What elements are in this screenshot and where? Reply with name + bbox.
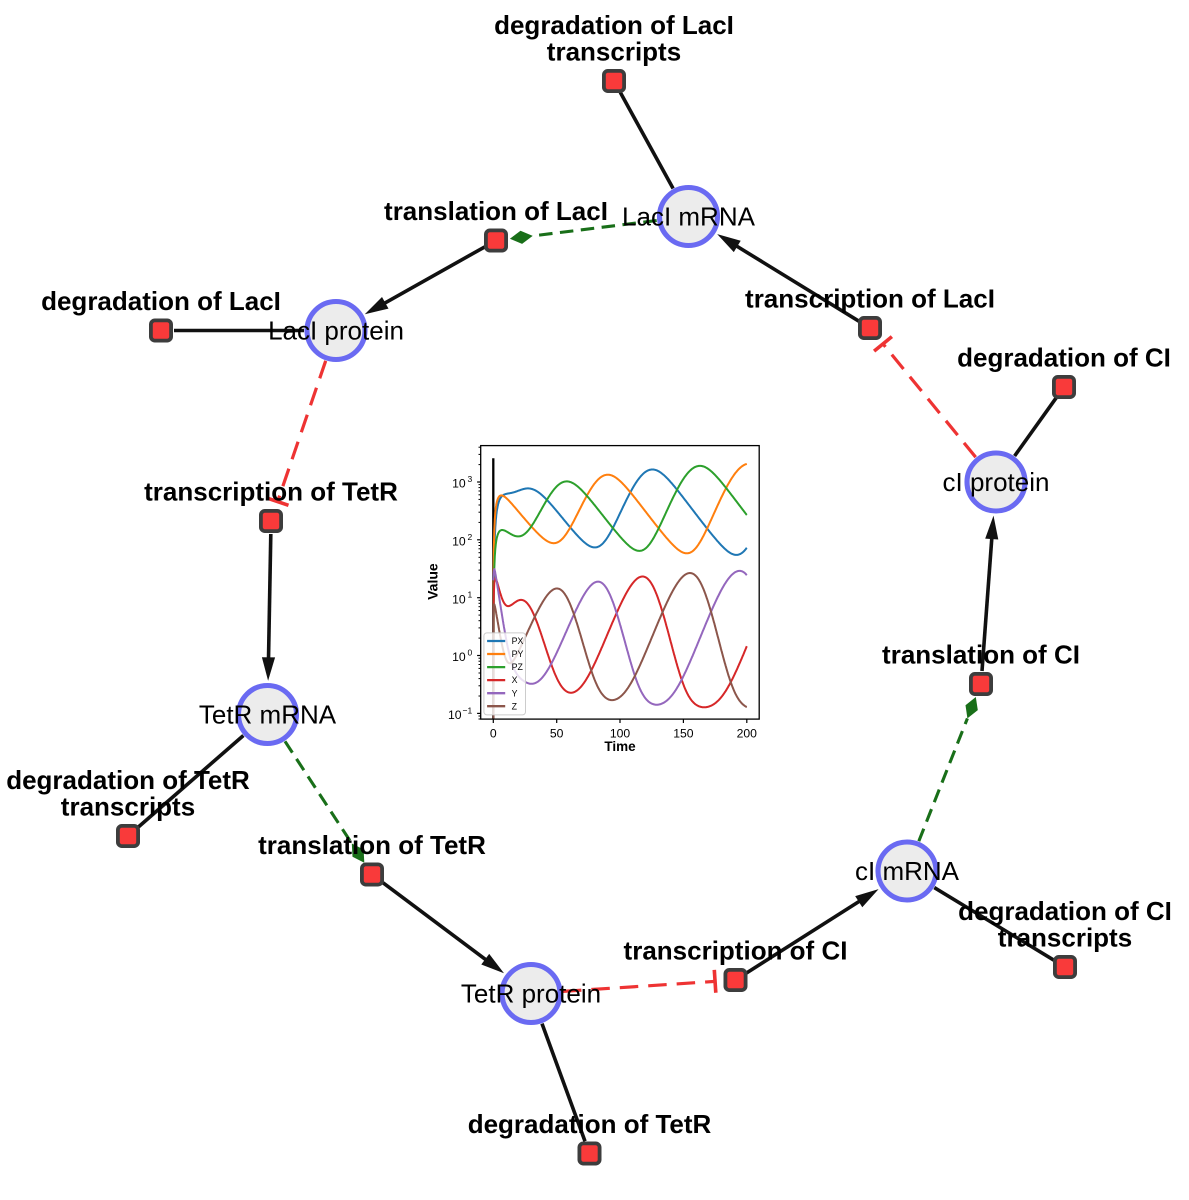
svg-text:translation of LacI: translation of LacI [384,196,608,226]
svg-text:PX: PX [512,636,524,646]
svg-text:0: 0 [467,648,472,658]
svg-text:3: 3 [467,474,472,484]
svg-text:Time: Time [604,739,636,754]
svg-text:cI protein: cI protein [943,467,1050,497]
svg-text:transcription of TetR: transcription of TetR [144,476,398,506]
svg-text:PZ: PZ [512,662,524,672]
svg-text:0: 0 [490,726,497,740]
svg-text:degradation of CI: degradation of CI [957,342,1171,372]
svg-text:degradation of CI: degradation of CI [958,896,1172,926]
svg-text:transcription of CI: transcription of CI [624,935,848,965]
svg-text:1: 1 [467,590,472,600]
svg-text:TetR mRNA: TetR mRNA [199,700,337,730]
svg-text:PY: PY [512,649,524,659]
svg-text:10: 10 [448,708,462,722]
svg-text:transcripts: transcripts [61,791,195,821]
svg-text:Z: Z [512,701,518,711]
svg-text:degradation of LacI: degradation of LacI [41,286,281,316]
svg-text:transcripts: transcripts [547,36,681,66]
svg-text:translation of CI: translation of CI [882,639,1080,669]
svg-text:cI mRNA: cI mRNA [855,856,960,886]
svg-text:translation of TetR: translation of TetR [258,830,486,860]
svg-text:10: 10 [452,477,466,491]
svg-text:degradation of TetR: degradation of TetR [468,1109,712,1139]
svg-text:transcripts: transcripts [998,922,1132,952]
svg-text:2: 2 [467,532,472,542]
svg-text:LacI mRNA: LacI mRNA [622,202,756,232]
svg-text:degradation of LacI: degradation of LacI [494,10,734,40]
svg-text:Value: Value [424,563,440,600]
svg-text:degradation of TetR: degradation of TetR [6,765,250,795]
svg-text:transcription of LacI: transcription of LacI [745,283,995,313]
svg-text:10: 10 [452,650,466,664]
svg-text:10: 10 [452,592,466,606]
svg-text:X: X [512,675,518,685]
svg-text:50: 50 [550,726,564,740]
svg-text:LacI protein: LacI protein [268,316,404,346]
svg-text:200: 200 [737,726,758,740]
svg-text:−1: −1 [462,705,472,715]
svg-text:100: 100 [610,726,631,740]
svg-text:Y: Y [512,688,518,698]
svg-text:TetR protein: TetR protein [461,979,601,1009]
svg-text:10: 10 [452,534,466,548]
svg-text:150: 150 [673,726,694,740]
